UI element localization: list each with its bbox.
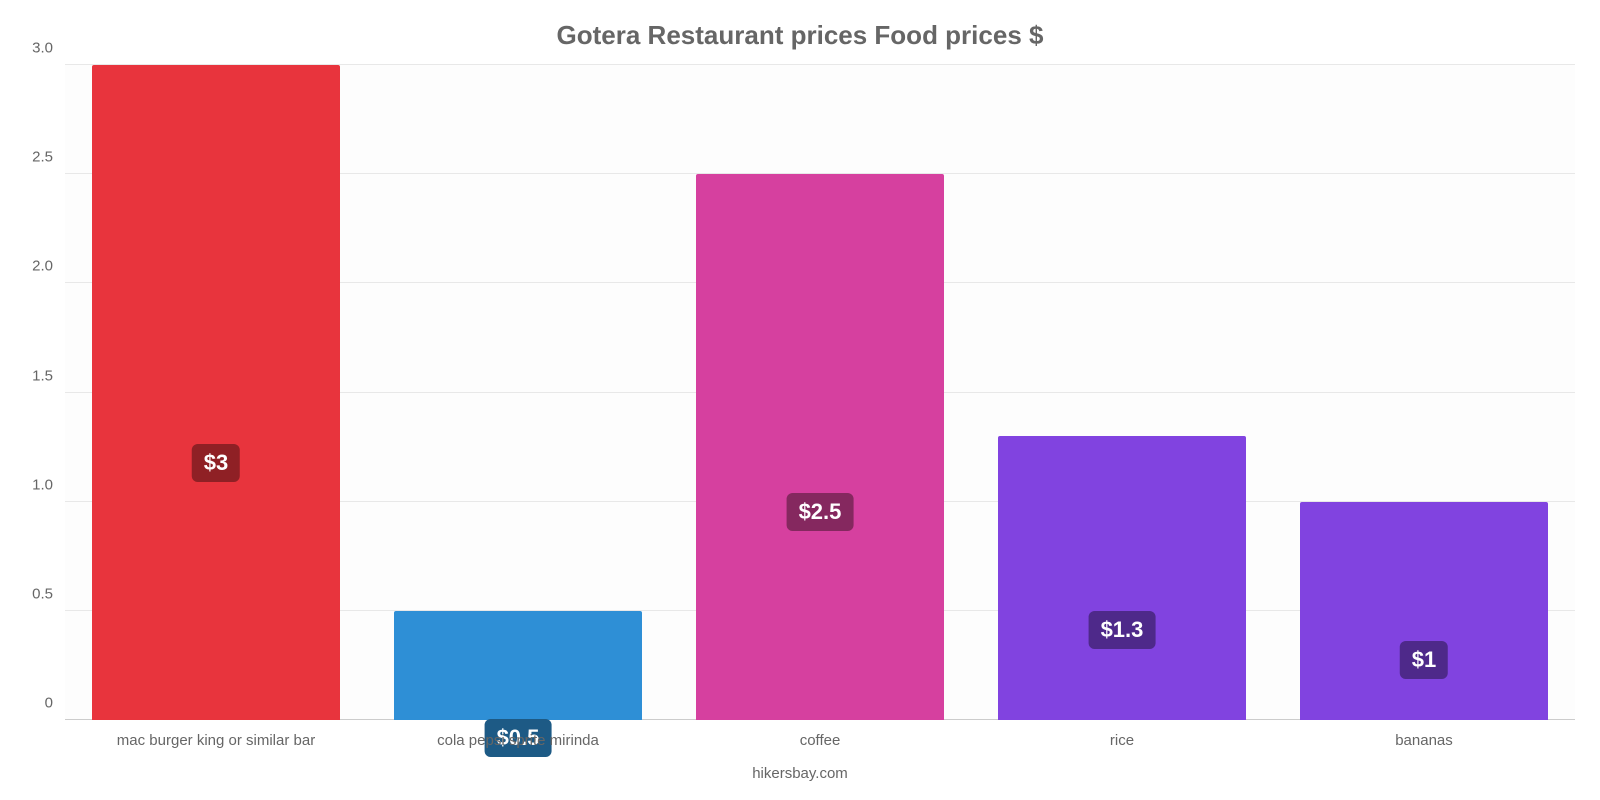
y-tick-label: 1.5: [32, 367, 65, 384]
x-tick-label: bananas: [1395, 720, 1453, 749]
x-tick-label: coffee: [800, 720, 841, 749]
y-tick-label: 2.0: [32, 258, 65, 275]
chart-title: Gotera Restaurant prices Food prices $: [0, 20, 1600, 51]
bar-slot: $2.5coffee: [669, 65, 971, 720]
bar-value-label: $2.5: [787, 493, 854, 531]
bar-slot: $0.5cola pepsi sprite mirinda: [367, 65, 669, 720]
bar-slot: $3mac burger king or similar bar: [65, 65, 367, 720]
x-tick-label: mac burger king or similar bar: [117, 720, 315, 749]
x-tick-label: cola pepsi sprite mirinda: [437, 720, 599, 749]
bar: $1: [1300, 502, 1548, 720]
bar: $0.5: [394, 611, 642, 720]
bar-value-label: $1.3: [1089, 611, 1156, 649]
footer-credit: hikersbay.com: [0, 765, 1600, 782]
y-tick-label: 0.5: [32, 585, 65, 602]
bar-value-label: $1: [1400, 641, 1448, 679]
bar-value-label: $3: [192, 444, 240, 482]
chart-container: Gotera Restaurant prices Food prices $ 0…: [0, 0, 1600, 800]
bar-slot: $1.3rice: [971, 65, 1273, 720]
bar: $2.5: [696, 174, 944, 720]
bar: $3: [92, 65, 340, 720]
y-tick-label: 1.0: [32, 476, 65, 493]
bars-row: $3mac burger king or similar bar$0.5cola…: [65, 65, 1575, 720]
y-tick-label: 2.5: [32, 149, 65, 166]
bar: $1.3: [998, 436, 1246, 720]
y-tick-label: 0: [45, 695, 65, 712]
plot-area: 00.51.01.52.02.53.0 $3mac burger king or…: [65, 65, 1575, 720]
x-tick-label: rice: [1110, 720, 1134, 749]
bar-slot: $1bananas: [1273, 65, 1575, 720]
y-tick-label: 3.0: [32, 40, 65, 57]
